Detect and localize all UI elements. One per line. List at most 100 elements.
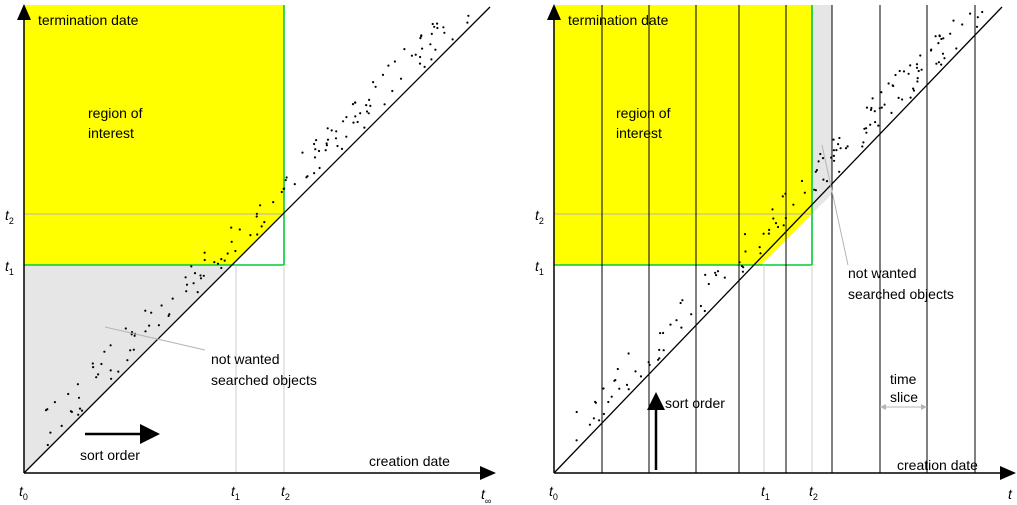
object-dot [940, 63, 943, 66]
x-axis-label: creation date [369, 453, 450, 469]
object-dot [588, 423, 591, 426]
object-dot [768, 228, 771, 231]
object-dot [616, 367, 619, 371]
time-slice-label-line1: time [890, 371, 917, 387]
object-dot [699, 304, 702, 308]
object-dot [955, 47, 958, 50]
object-dot [260, 225, 263, 228]
object-dot [184, 276, 187, 279]
object-dot [103, 350, 106, 353]
object-dot [324, 149, 327, 152]
object-dot [883, 103, 886, 106]
object-dot [216, 262, 220, 265]
object-dot [781, 195, 784, 198]
object-dot [743, 233, 747, 236]
object-dot [744, 250, 747, 253]
object-dot [758, 246, 761, 249]
object-dot [592, 417, 595, 420]
object-dot [844, 147, 848, 150]
object-dot [91, 362, 94, 365]
object-dot [202, 274, 205, 277]
object-dot [873, 110, 876, 113]
object-dot [898, 69, 901, 73]
object-dot [690, 313, 693, 316]
object-dot [46, 408, 49, 411]
sort-order-label: sort order [80, 447, 140, 463]
t2-y-tick: t2 [5, 207, 14, 226]
object-dot [167, 314, 170, 317]
object-dot [723, 276, 726, 279]
t2-x-tick: t2 [809, 483, 818, 502]
object-dot [833, 159, 836, 162]
object-dot [117, 370, 120, 373]
object-dot [423, 65, 426, 68]
diagonal-line [553, 6, 1003, 474]
object-dot [399, 77, 403, 80]
object-dot [878, 107, 881, 110]
object-dot [658, 357, 661, 360]
object-dot [871, 97, 874, 100]
object-dot [714, 271, 717, 274]
object-dot [185, 283, 189, 286]
region-label-line2: interest [88, 125, 134, 141]
object-dot [336, 144, 339, 148]
object-dot [369, 104, 372, 107]
object-dot [792, 203, 795, 206]
object-dot [901, 98, 904, 101]
object-dot [256, 233, 259, 236]
object-dot [306, 175, 309, 178]
object-dot [226, 252, 229, 255]
object-dot [919, 54, 922, 57]
object-dot [46, 443, 49, 447]
object-dot [940, 37, 943, 41]
object-dot [293, 183, 296, 186]
object-dot [345, 116, 348, 119]
object-dot [647, 361, 650, 364]
object-dot [410, 54, 413, 57]
t2-x-tick: t2 [281, 483, 290, 502]
object-dot [598, 419, 601, 422]
object-dot [367, 112, 370, 115]
object-dot [150, 311, 153, 314]
object-dot [776, 225, 780, 229]
object-dot [280, 190, 283, 194]
object-dot [110, 377, 113, 380]
object-dot [938, 34, 941, 37]
object-dot [825, 180, 829, 183]
not-wanted-region [812, 5, 832, 214]
object-dot [838, 170, 841, 173]
object-dot [865, 127, 868, 130]
object-dot [335, 130, 338, 133]
time-slice-lines [601, 5, 976, 473]
not-wanted-label-line2: searched objects [211, 372, 317, 388]
object-dot [49, 431, 52, 434]
object-dot [313, 172, 316, 175]
object-dot [838, 136, 841, 140]
object-dot [803, 191, 806, 194]
object-dot [835, 149, 838, 152]
object-dot [77, 396, 81, 399]
x-axis-arrowhead [1000, 466, 1016, 480]
object-dot [133, 334, 136, 337]
object-dot [148, 324, 151, 327]
x-axis-label: creation date [897, 457, 978, 473]
object-dot [941, 52, 945, 55]
object-dot [466, 21, 469, 24]
object-dot [414, 53, 417, 56]
object-dot [949, 32, 952, 35]
x-axis-arrowhead [480, 466, 496, 480]
object-dot [230, 226, 233, 229]
object-dot [284, 179, 287, 182]
object-dot [675, 319, 678, 322]
not-wanted-label-line2: searched objects [848, 286, 954, 302]
object-dot [952, 19, 955, 22]
object-dot [196, 291, 199, 294]
object-dot [383, 103, 386, 106]
object-dot [374, 85, 377, 88]
object-dot [351, 103, 355, 106]
object-dot [109, 344, 112, 347]
object-dot [263, 221, 266, 224]
t1-y-tick: t1 [535, 258, 544, 277]
object-dot [301, 151, 304, 154]
not-wanted-pointer [104, 326, 206, 351]
